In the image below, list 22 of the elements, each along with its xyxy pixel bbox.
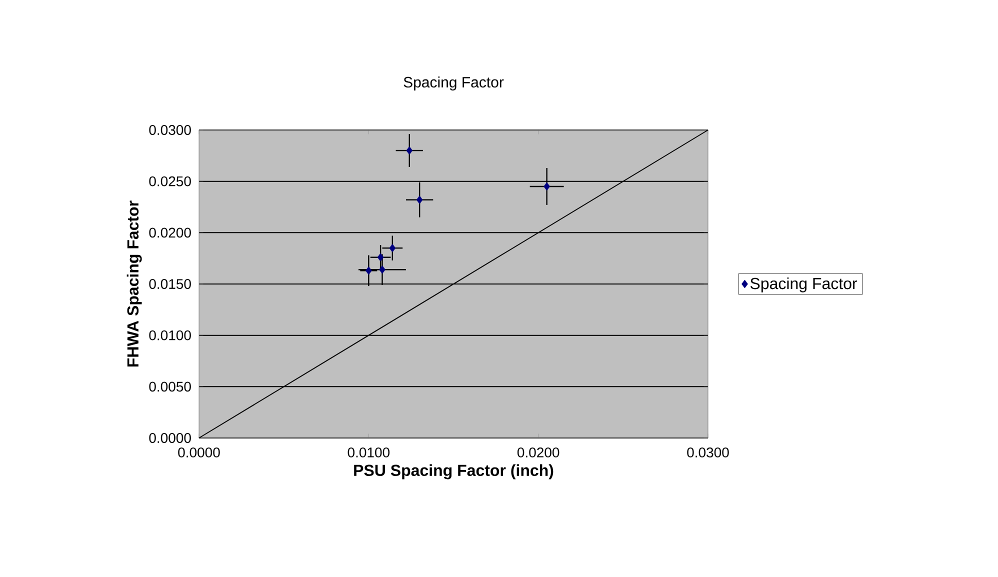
y-tick-label: 0.0050 — [149, 382, 191, 392]
point — [544, 182, 550, 191]
y-tick-label: 0.0150 — [149, 279, 191, 289]
x-tick-label: 0.0300 — [687, 448, 729, 458]
chart-title: Spacing Factor — [404, 76, 504, 90]
y-tick-label: 0.0200 — [149, 228, 191, 238]
y-tick-label: 0.0000 — [149, 433, 191, 443]
y-tick-label: 0.0300 — [149, 125, 191, 135]
point — [377, 253, 384, 262]
y-axis-title: FHWA Spacing Factor — [126, 200, 142, 366]
x-tick-label: 0.0100 — [348, 448, 390, 458]
y-tick-label: 0.0250 — [149, 176, 191, 186]
point — [379, 265, 386, 274]
point — [416, 196, 423, 204]
legend-label: Spacing Factor — [750, 277, 858, 292]
x-tick-label: 0.0200 — [517, 448, 560, 458]
x-tick-label: 0.0000 — [178, 448, 220, 458]
point — [406, 146, 413, 155]
x-axis-title: PSU Spacing Factor (inch) — [354, 464, 554, 480]
y-tick-label: 0.0100 — [149, 330, 191, 340]
point — [389, 244, 396, 252]
point — [365, 266, 372, 275]
